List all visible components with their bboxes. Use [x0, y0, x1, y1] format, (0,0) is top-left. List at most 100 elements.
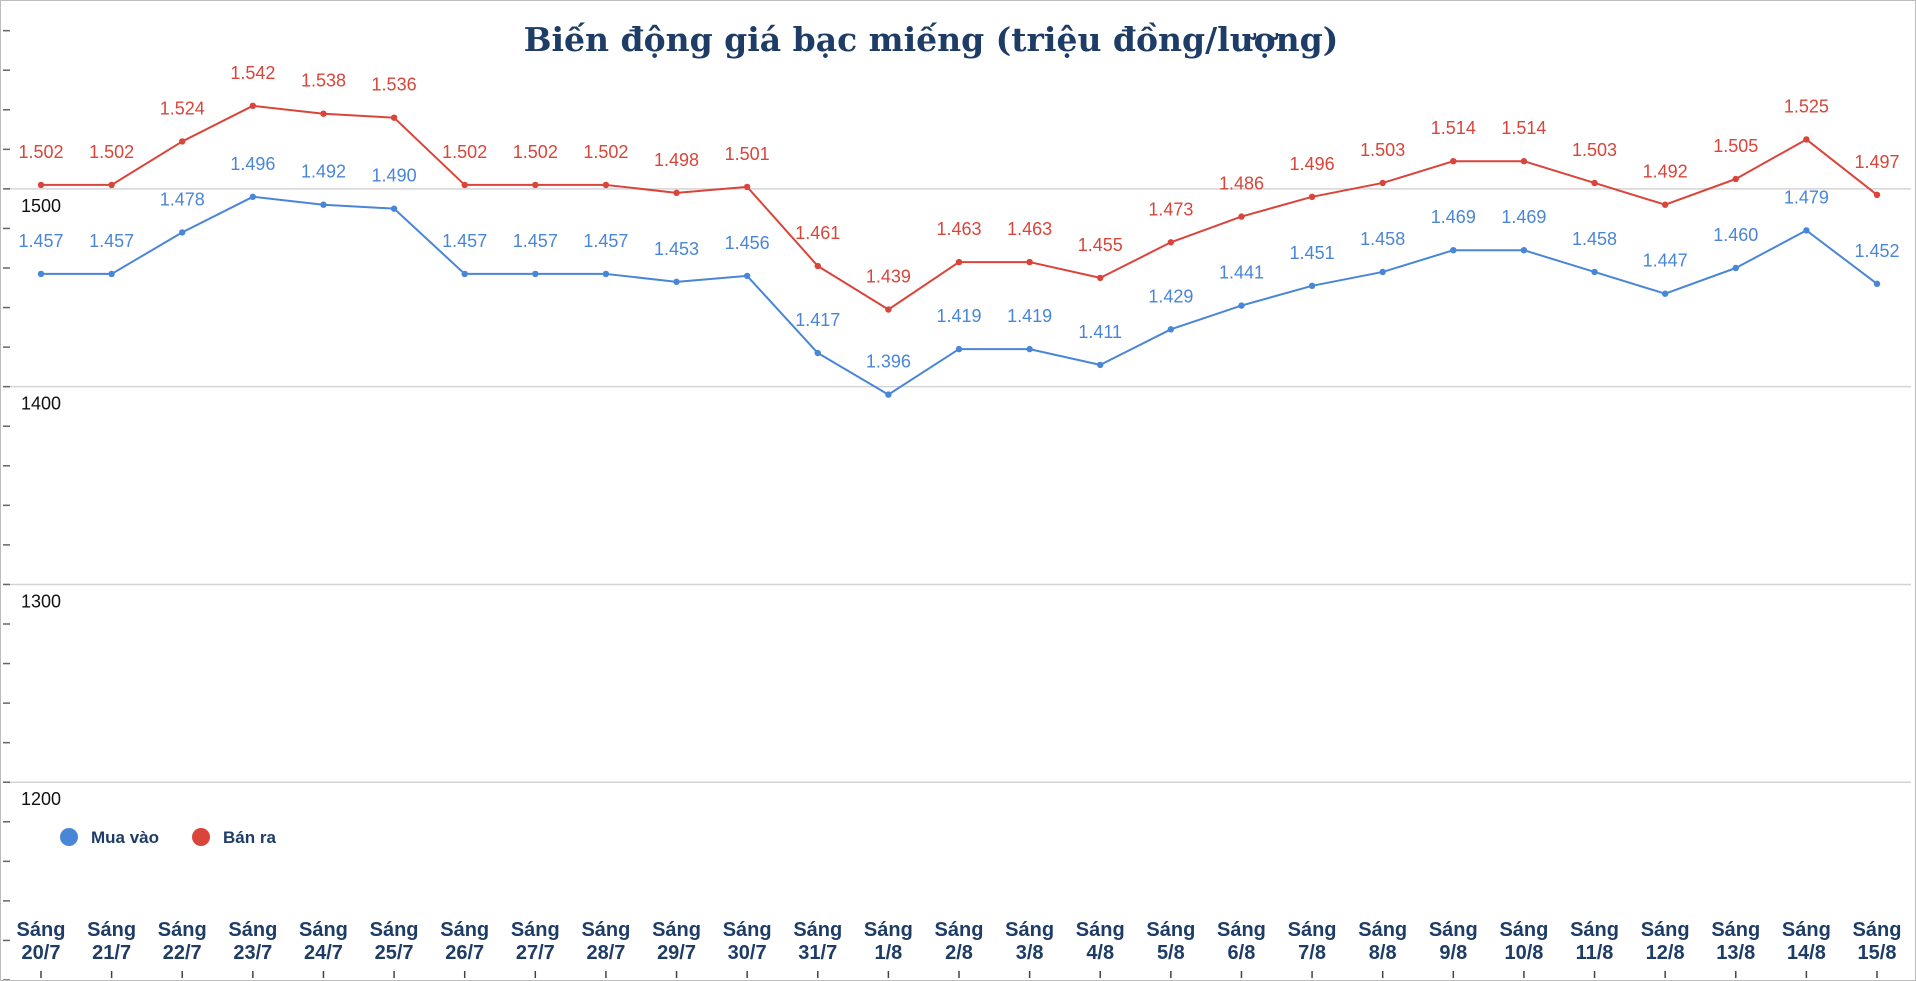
y-tick-label: 1500 [21, 196, 61, 216]
data-label: 1.538 [301, 71, 346, 91]
data-point [1520, 247, 1528, 254]
data-label: 1.502 [89, 142, 134, 162]
x-tick-label: Sáng 6/8 [1217, 919, 1266, 964]
data-label: 1.502 [583, 142, 628, 162]
data-label: 1.492 [1643, 162, 1688, 182]
data-label: 1.439 [866, 267, 911, 287]
data-point [179, 138, 186, 145]
data-point [108, 270, 115, 278]
data-point [249, 193, 257, 200]
data-label: 1.457 [89, 231, 134, 251]
gridlines: 1200 1300 1400 1500 [5, 188, 1911, 809]
data-label: 1.457 [513, 231, 558, 251]
data-point [673, 189, 680, 197]
data-label: 1.411 [1078, 322, 1122, 342]
data-label: 1.498 [654, 150, 699, 170]
y-tick-label: 1300 [21, 591, 61, 611]
data-point [1379, 268, 1386, 276]
data-label: 1.441 [1219, 263, 1264, 283]
data-label: 1.463 [1007, 219, 1052, 239]
x-tick-label: Sáng 31/7 [793, 919, 842, 964]
x-tick-label: Sáng 2/8 [935, 919, 984, 964]
data-label: 1.419 [936, 306, 981, 326]
data-point [532, 181, 539, 189]
data-point [673, 278, 680, 286]
legend-swatch [60, 828, 78, 846]
y-tick-label: 1200 [21, 789, 61, 809]
data-point [1308, 282, 1316, 289]
data-label: 1.542 [230, 63, 275, 83]
x-tick-label: Sáng 20/7 [17, 919, 66, 964]
data-point [320, 110, 327, 117]
data-label: 1.497 [1854, 152, 1899, 172]
x-tick-label: Sáng 28/7 [581, 919, 630, 964]
data-point [602, 270, 610, 278]
data-label: 1.457 [442, 231, 487, 251]
data-point [1873, 280, 1881, 288]
data-label: 1.457 [18, 231, 63, 251]
data-point [955, 345, 963, 353]
x-tick-label: Sáng 24/7 [299, 919, 348, 964]
data-label: 1.469 [1431, 207, 1476, 227]
series [37, 102, 1881, 398]
data-label: 1.503 [1572, 140, 1617, 160]
data-point [461, 181, 468, 189]
data-point [955, 258, 963, 266]
data-point [1097, 361, 1104, 369]
data-label: 1.460 [1713, 225, 1758, 245]
x-tick-label: Sáng 5/8 [1146, 919, 1195, 964]
legend: Mua vào Bán ra [60, 828, 276, 847]
data-point [1803, 136, 1810, 143]
data-point [1450, 247, 1457, 254]
x-tick-label: Sáng 10/8 [1499, 919, 1548, 964]
data-point [390, 205, 398, 212]
y-tick-label: 1400 [21, 394, 61, 414]
data-point [1450, 158, 1457, 165]
x-tick-label: Sáng 22/7 [158, 919, 207, 964]
data-label: 1.417 [795, 310, 840, 330]
data-point [249, 102, 257, 110]
data-label: 1.463 [936, 219, 981, 239]
data-label: 1.490 [372, 166, 417, 186]
legend-label: Bán ra [223, 828, 276, 847]
chart-title: Biến động giá bạc miếng (triệu đồng/lượn… [524, 20, 1339, 59]
data-point [1026, 258, 1033, 266]
data-point [1308, 193, 1316, 200]
data-point [1238, 213, 1245, 220]
data-label: 1.469 [1501, 207, 1546, 227]
data-point [814, 262, 821, 270]
x-tick-label: Sáng 23/7 [228, 919, 277, 964]
data-point [1873, 191, 1881, 199]
data-point [885, 391, 892, 398]
legend-label: Mua vào [91, 828, 159, 847]
data-label: 1.486 [1219, 174, 1264, 194]
x-tick-label: Sáng 25/7 [370, 919, 419, 964]
data-label: 1.452 [1854, 241, 1899, 261]
data-point [885, 306, 892, 313]
data-label: 1.501 [725, 144, 770, 164]
data-point [1167, 239, 1175, 246]
data-label: 1.456 [725, 233, 770, 253]
data-point [1732, 264, 1739, 272]
data-label: 1.496 [230, 154, 275, 174]
data-point [461, 270, 468, 278]
data-point [390, 114, 398, 121]
data-label: 1.525 [1784, 96, 1829, 116]
data-label: 1.458 [1360, 229, 1405, 249]
data-label: 1.502 [18, 142, 63, 162]
x-tick-label: Sáng 8/8 [1358, 919, 1407, 964]
x-tick-label: Sáng 14/8 [1782, 919, 1831, 964]
data-label: 1.461 [795, 223, 840, 243]
data-label: 1.451 [1290, 243, 1335, 263]
legend-swatch [192, 828, 210, 846]
data-point [1661, 290, 1669, 297]
data-label: 1.458 [1572, 229, 1617, 249]
data-point [743, 272, 751, 280]
data-point [1661, 201, 1669, 208]
data-label: 1.473 [1148, 199, 1193, 219]
data-point [1238, 302, 1245, 309]
data-label: 1.455 [1078, 235, 1123, 255]
data-label: 1.447 [1643, 251, 1688, 271]
data-point [602, 181, 610, 189]
x-tick-label: Sáng 27/7 [511, 919, 560, 964]
